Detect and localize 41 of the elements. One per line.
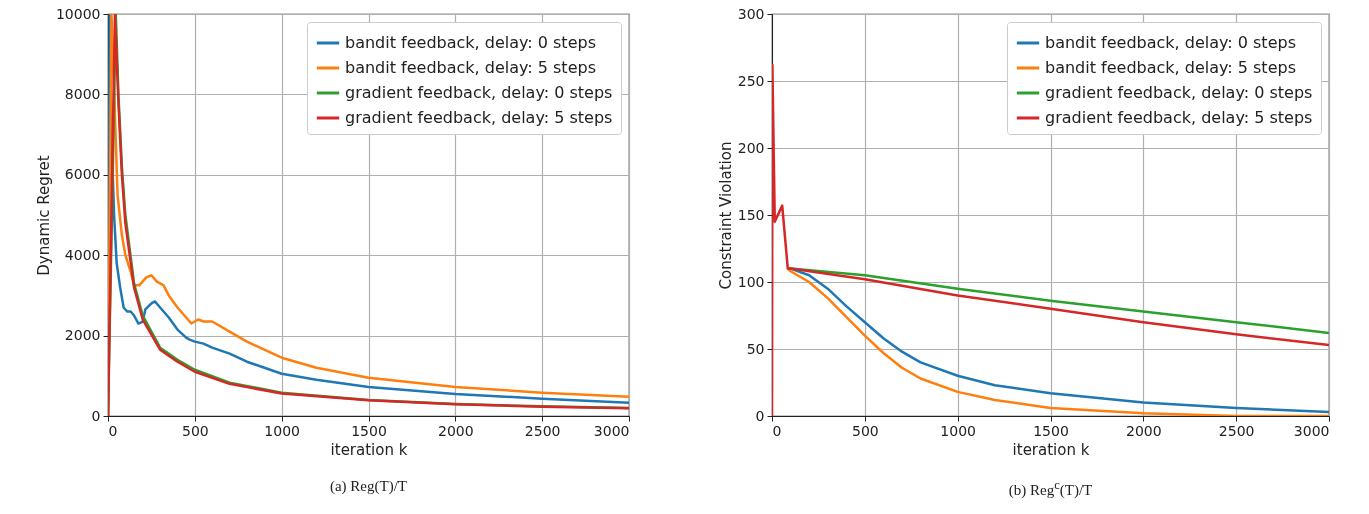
x-tick-label: 1500 — [1033, 422, 1069, 439]
x-tick-label: 2500 — [524, 422, 561, 439]
y-tick-label: 200 — [737, 139, 765, 156]
y-axis-title: Dynamic Regret — [34, 155, 53, 276]
x-tick-label: 3000 — [1293, 422, 1330, 439]
x-tick-label: 3000 — [593, 422, 630, 439]
x-axis-title: iteration k — [330, 440, 408, 459]
x-tick-label: 2000 — [438, 422, 474, 439]
y-tick-label: 100 — [737, 273, 765, 290]
y-axis-title: Constraint Violation — [716, 141, 735, 290]
legend-label: gradient feedback, delay: 0 steps — [345, 83, 613, 102]
y-tick-label: 8000 — [64, 85, 101, 102]
x-tick-label: 500 — [851, 422, 879, 439]
legend-label: bandit feedback, delay: 0 steps — [1045, 33, 1296, 52]
legend-label: bandit feedback, delay: 0 steps — [345, 33, 596, 52]
x-axis-title: iteration k — [1012, 440, 1090, 459]
y-tick-label: 10000 — [55, 5, 101, 22]
y-tick-label: 6000 — [64, 166, 101, 183]
legend-label: bandit feedback, delay: 5 steps — [345, 58, 596, 77]
legend-label: gradient feedback, delay: 5 steps — [345, 108, 613, 127]
y-tick-label: 300 — [737, 5, 765, 22]
y-tick-label: 50 — [746, 340, 765, 357]
text: (b) Reg$^{c}$(T)/T — [1007, 478, 1094, 499]
legend-label: gradient feedback, delay: 0 steps — [1045, 83, 1313, 102]
x-tick-label: 2500 — [1218, 422, 1255, 439]
y-tick-label: 250 — [737, 72, 765, 89]
x-tick-label: 0 — [108, 422, 118, 439]
x-tick-label: 1000 — [940, 422, 976, 439]
x-tick-label: 2000 — [1126, 422, 1162, 439]
y-tick-label: 4000 — [64, 246, 101, 263]
x-tick-label: 500 — [181, 422, 209, 439]
y-tick-label: 0 — [755, 407, 765, 424]
y-tick-label: 2000 — [64, 327, 101, 344]
y-tick-label: 0 — [91, 407, 101, 424]
x-tick-label: 1000 — [264, 422, 300, 439]
text: (a) Reg(T)/T — [328, 478, 408, 495]
y-tick-label: 150 — [737, 206, 765, 223]
x-tick-label: 1500 — [351, 422, 387, 439]
legend-label: bandit feedback, delay: 5 steps — [1045, 58, 1296, 77]
x-tick-label: 0 — [772, 422, 782, 439]
legend-label: gradient feedback, delay: 5 steps — [1045, 108, 1313, 127]
